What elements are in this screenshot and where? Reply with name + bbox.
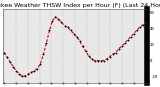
Title: Milwaukee Weather THSW Index per Hour (F) (Last 24 Hours): Milwaukee Weather THSW Index per Hour (F…: [0, 3, 160, 8]
